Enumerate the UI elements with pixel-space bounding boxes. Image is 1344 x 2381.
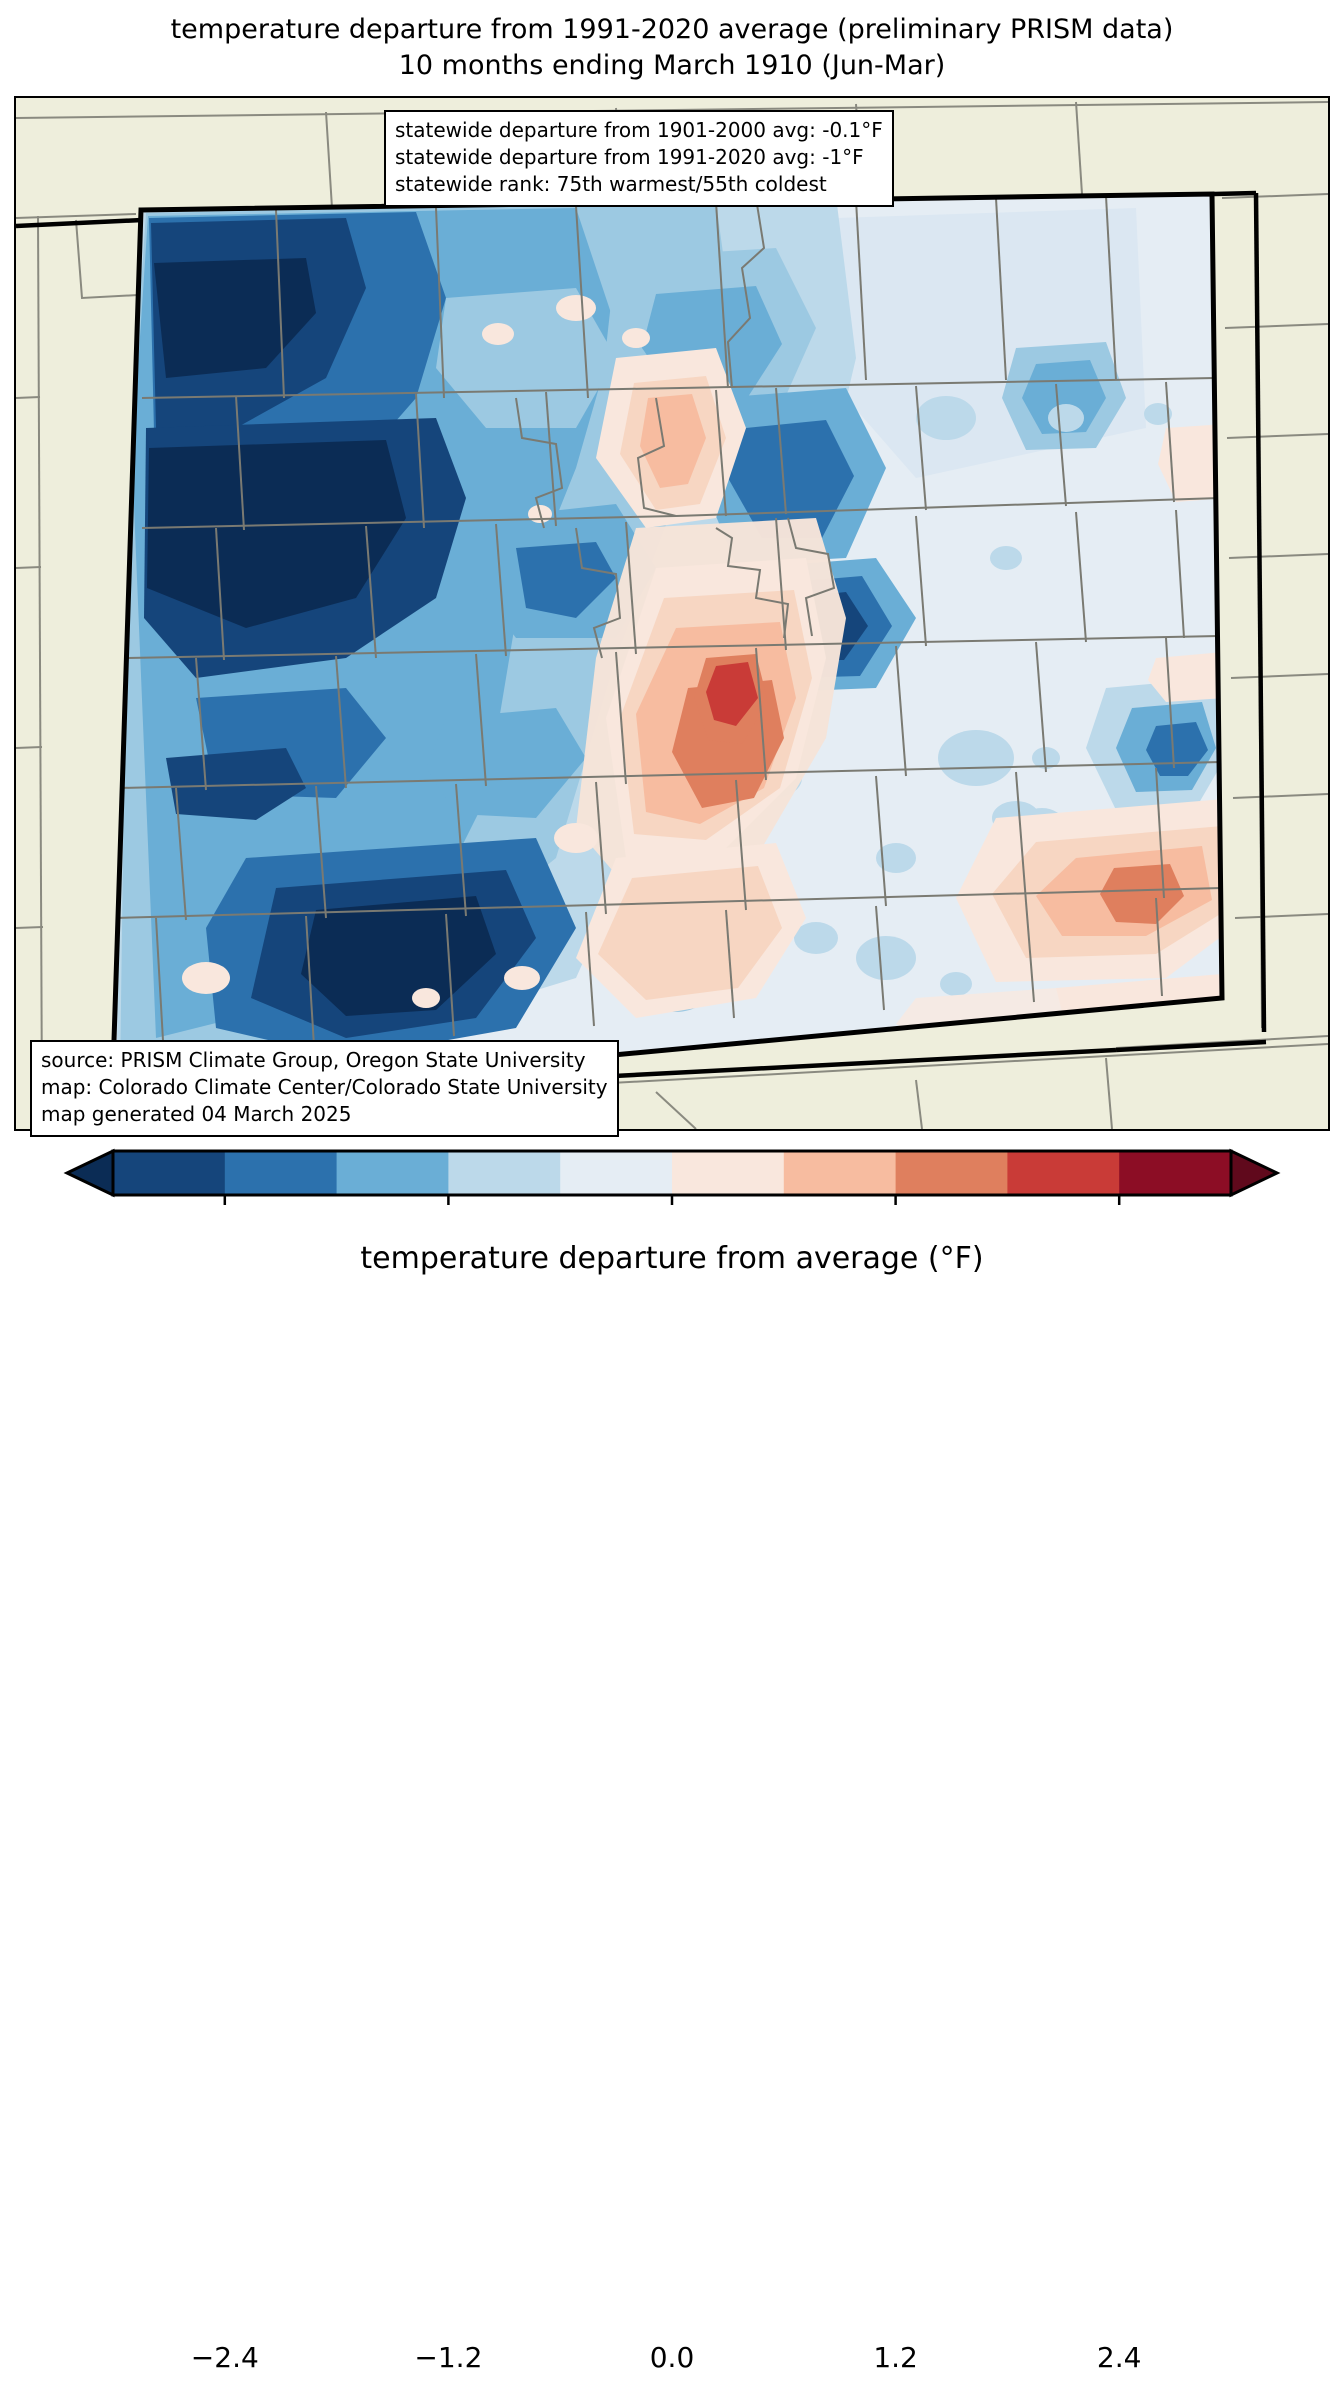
colorbar-segment	[672, 1151, 785, 1195]
colorbar-segment	[560, 1151, 673, 1195]
source-line-3: map generated 04 March 2025	[41, 1102, 352, 1126]
source-line-1: source: PRISM Climate Group, Oregon Stat…	[41, 1048, 586, 1072]
source-line-2: map: Colorado Climate Center/Colorado St…	[41, 1075, 608, 1099]
colorbar-segments	[63, 1148, 1281, 1198]
page-title: temperature departure from 1991-2020 ave…	[0, 12, 1344, 84]
colorbar-segment	[783, 1151, 897, 1195]
colorbar-tick-label: 0.0	[649, 2341, 695, 2374]
statewide-stats-box: statewide departure from 1901-2000 avg: …	[384, 110, 894, 207]
colorbar-over-arrow	[1229, 1148, 1281, 1198]
colorbar-tick-label: −2.4	[190, 2341, 259, 2374]
colorbar-segment	[224, 1151, 338, 1195]
colorado-temperature-departure-map	[16, 98, 1328, 1129]
source-credits-box: source: PRISM Climate Group, Oregon Stat…	[30, 1040, 619, 1137]
colorbar-tick-label: 2.4	[1096, 2341, 1142, 2374]
colorbar-tick-labels: −2.4 −1.2 0.0 1.2 2.4	[0, 2341, 1344, 2381]
colorbar-gradient	[63, 1148, 1281, 1205]
title-line-1: temperature departure from 1991-2020 ave…	[170, 14, 1174, 45]
colorbar-segment	[113, 1151, 226, 1195]
chart-root: temperature departure from 1991-2020 ave…	[0, 12, 1344, 2374]
colorado-county-lines	[113, 195, 1222, 1059]
colorbar-tick-label: 1.2	[873, 2341, 918, 2374]
colorbar-segment	[895, 1151, 1008, 1195]
title-line-2: 10 months ending March 1910 (Jun-Mar)	[398, 50, 946, 81]
map-frame	[14, 96, 1330, 1131]
contour-field	[112, 194, 1222, 1102]
stats-line-3: statewide rank: 75th warmest/55th coldes…	[395, 172, 827, 196]
colorbar-under-arrow	[63, 1148, 115, 1198]
colorbar-axis-label: temperature departure from average (°F)	[360, 1241, 984, 1276]
colorbar-ticks	[223, 1195, 1121, 1205]
stats-line-1: statewide departure from 1901-2000 avg: …	[395, 118, 883, 142]
colorbar-segment	[336, 1151, 449, 1195]
colorbar-segment	[1007, 1151, 1120, 1195]
stats-line-2: statewide departure from 1991-2020 avg: …	[395, 145, 864, 169]
colorbar: −2.4 −1.2 0.0 1.2 2.4	[0, 1145, 1344, 2374]
colorbar-segment	[448, 1151, 561, 1195]
colorbar-segment	[1119, 1151, 1232, 1195]
colorbar-tick-label: −1.2	[414, 2341, 483, 2374]
